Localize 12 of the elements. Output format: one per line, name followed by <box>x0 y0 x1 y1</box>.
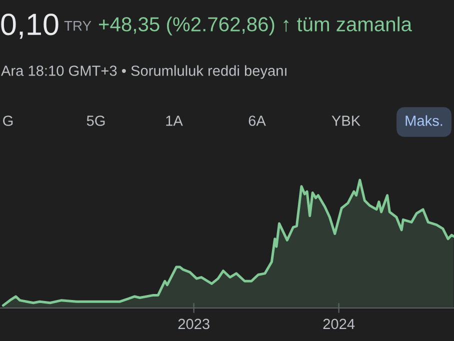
chart-subtitle: Ara 18:10 GMT+3 • Sorumluluk reddi beyanı <box>1 65 286 79</box>
text: 5G <box>86 116 105 126</box>
x-tick-label: 2024 <box>323 318 355 330</box>
chart-title: 0,10 <box>1 14 58 39</box>
text: 6A <box>248 116 266 126</box>
text: TRY <box>64 21 92 31</box>
text: Maks. <box>406 115 442 126</box>
x-tick-label: 2023 <box>178 318 210 330</box>
text: G <box>3 116 13 126</box>
text: YBK <box>332 116 360 126</box>
text: +48,35 (%2.762,86) ↑ tüm zamanla <box>98 16 412 36</box>
text: 1A <box>166 116 183 126</box>
